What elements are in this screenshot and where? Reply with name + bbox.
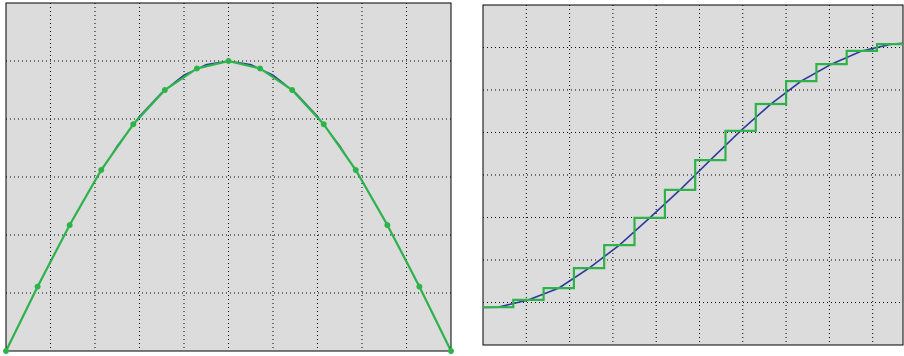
point	[225, 58, 232, 64]
point	[3, 348, 9, 354]
point	[257, 65, 264, 72]
point	[161, 87, 168, 93]
point	[448, 348, 454, 354]
point	[352, 167, 359, 174]
series-line	[483, 43, 903, 309]
point	[34, 283, 41, 290]
point	[320, 121, 327, 128]
point	[193, 65, 200, 72]
point	[384, 222, 391, 229]
point	[66, 222, 73, 229]
point	[416, 283, 423, 290]
point	[130, 121, 137, 128]
point	[289, 87, 296, 93]
point	[98, 167, 105, 174]
